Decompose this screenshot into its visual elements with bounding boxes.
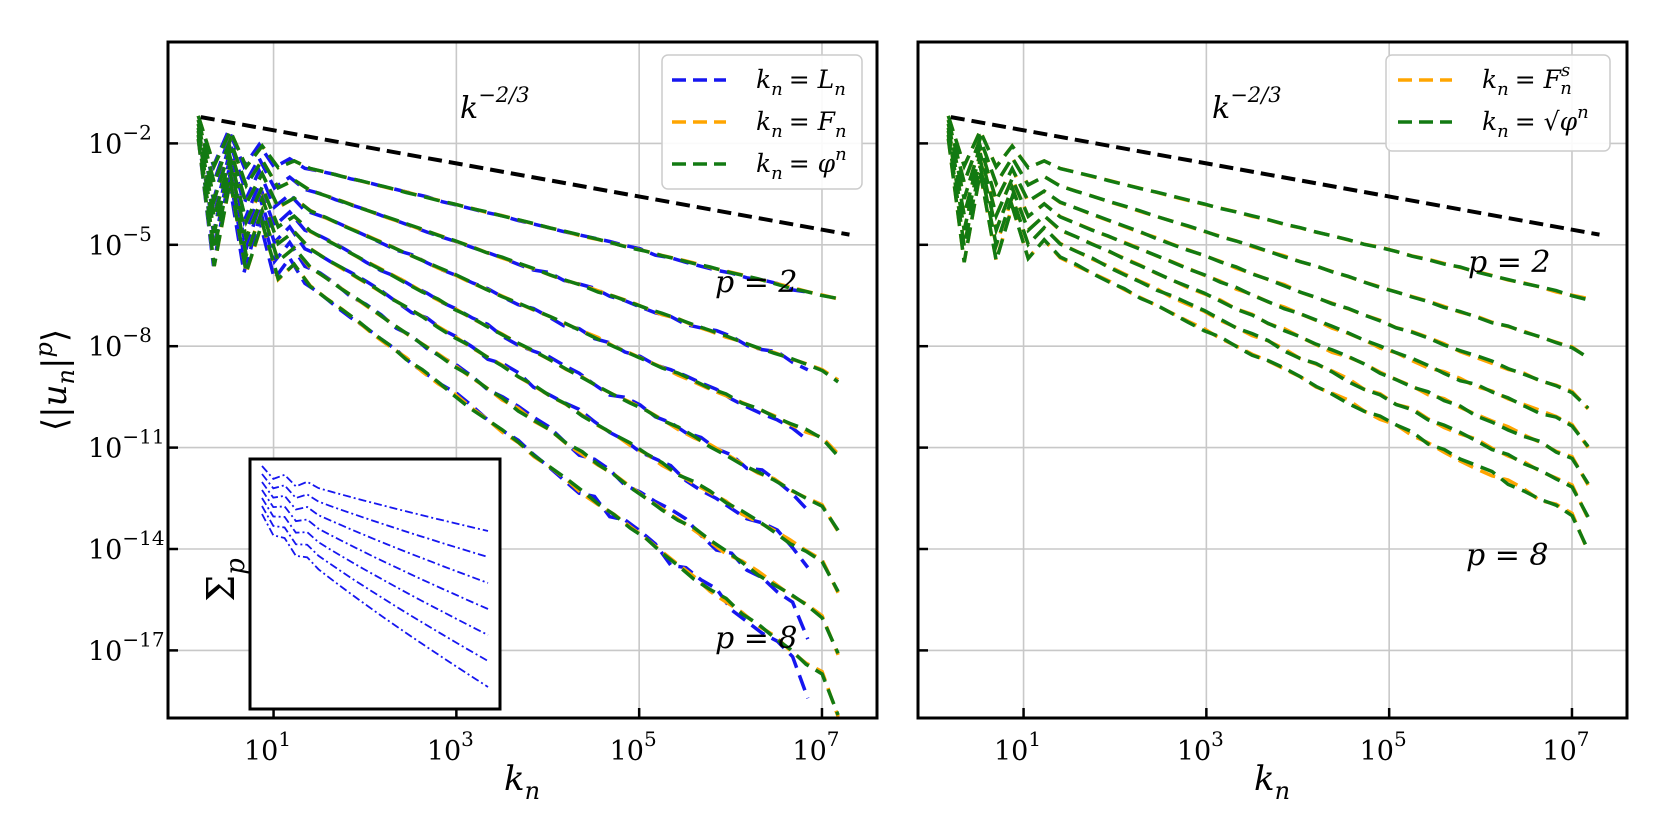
left-x-ticks: 101 103 105 107 (244, 708, 840, 767)
series-line-left-0-p6 (196, 130, 810, 569)
x-tick-label: 107 (792, 727, 839, 767)
right-x-ticks: 101 103 105 107 (994, 708, 1590, 767)
y-tick-label: 10−14 (88, 526, 165, 566)
legend-label-left-2: kn = φn (756, 144, 847, 184)
right-reference-line (950, 115, 1600, 237)
series-line-left-0-p5 (196, 127, 810, 512)
y-tick-label: 10−5 (88, 222, 152, 262)
series-line-left-2-p2 (196, 115, 839, 301)
right-series-lines (946, 115, 1590, 553)
left-p8-annotation: p = 8 (715, 621, 798, 656)
left-y-ticks: 10−2 10−5 10−8 10−11 10−14 10−17 (88, 120, 178, 667)
series-line-right-1-p5 (946, 127, 1590, 448)
inset-line-0 (261, 465, 489, 532)
inset-line-6 (261, 513, 489, 688)
y-axis-label: ⟨|un|p⟩ (30, 329, 80, 431)
left-p2-annotation: p = 2 (715, 265, 798, 300)
y-tick-label: 10−8 (88, 323, 152, 363)
right-p8-annotation: p = 8 (1466, 538, 1549, 573)
right-legend: kn = Fs nkn = √φn (1385, 54, 1611, 152)
x-tick-label: 101 (244, 727, 291, 767)
x-tick-label: 107 (1542, 727, 1589, 767)
series-line-right-1-p2 (946, 115, 1589, 302)
y-tick-label: 10−2 (88, 120, 152, 160)
y-tick-label: 10−11 (88, 425, 165, 465)
x-tick-label: 103 (427, 727, 474, 767)
left-reference-line (200, 115, 850, 237)
inset-line-5 (261, 505, 489, 662)
series-line-left-2-p4 (196, 123, 840, 458)
x-tick-label: 103 (1177, 727, 1224, 767)
legend-label-left-1: kn = Fn (756, 107, 847, 142)
inset-ylabel: Σp (199, 558, 251, 602)
series-line-right-0-p8 (946, 138, 1590, 553)
right-p2-annotation: p = 2 (1468, 245, 1551, 280)
left-x-axis-label: kn (504, 759, 540, 805)
left-frame (166, 40, 879, 720)
legend-label-left-0: kn = Ln (756, 65, 846, 100)
right-frame (916, 40, 1629, 720)
y-tick-label: 10−17 (88, 627, 165, 667)
series-line-right-0-p6 (946, 130, 1590, 486)
legend-label-right-0: kn = Fs n (1482, 60, 1572, 100)
inset-line-2 (261, 481, 489, 584)
series-line-right-1-p4 (946, 123, 1590, 410)
series-line-left-2-p3 (196, 119, 840, 384)
svg-text:⟨|un|p⟩: ⟨|un|p⟩ (30, 329, 80, 431)
series-line-right-1-p7 (946, 134, 1590, 518)
series-line-right-1-p8 (946, 138, 1590, 551)
x-tick-label: 105 (610, 727, 657, 767)
series-line-left-2-p5 (196, 127, 840, 532)
right-y-ticks (918, 142, 928, 652)
legend-label-right-1: kn = √φn (1482, 102, 1589, 142)
inset-line-4 (261, 497, 489, 636)
inset-ylabel-sub: p (221, 558, 251, 575)
left-ref-annotation: k−2/3 (460, 83, 530, 126)
inset-plot: Σp (199, 457, 502, 711)
series-line-left-2-p7 (196, 134, 840, 655)
series-line-left-2-p8 (196, 138, 840, 716)
x-tick-label: 105 (1360, 727, 1407, 767)
left-series-lines (196, 115, 840, 718)
series-line-left-2-p6 (196, 130, 840, 593)
inset-line-1 (261, 473, 489, 558)
x-tick-label: 101 (994, 727, 1041, 767)
inset-line-3 (261, 489, 489, 610)
right-panel: k−2/3 p = 2 p = 8 kn = Fs nkn = √φn 101 103 1… (916, 40, 1629, 805)
right-ref-annotation: k−2/3 (1212, 83, 1282, 126)
inset-lines (261, 465, 489, 688)
series-line-right-1-p6 (946, 130, 1590, 485)
series-line-right-1-p3 (946, 119, 1590, 360)
right-x-axis-label: kn (1254, 759, 1290, 805)
